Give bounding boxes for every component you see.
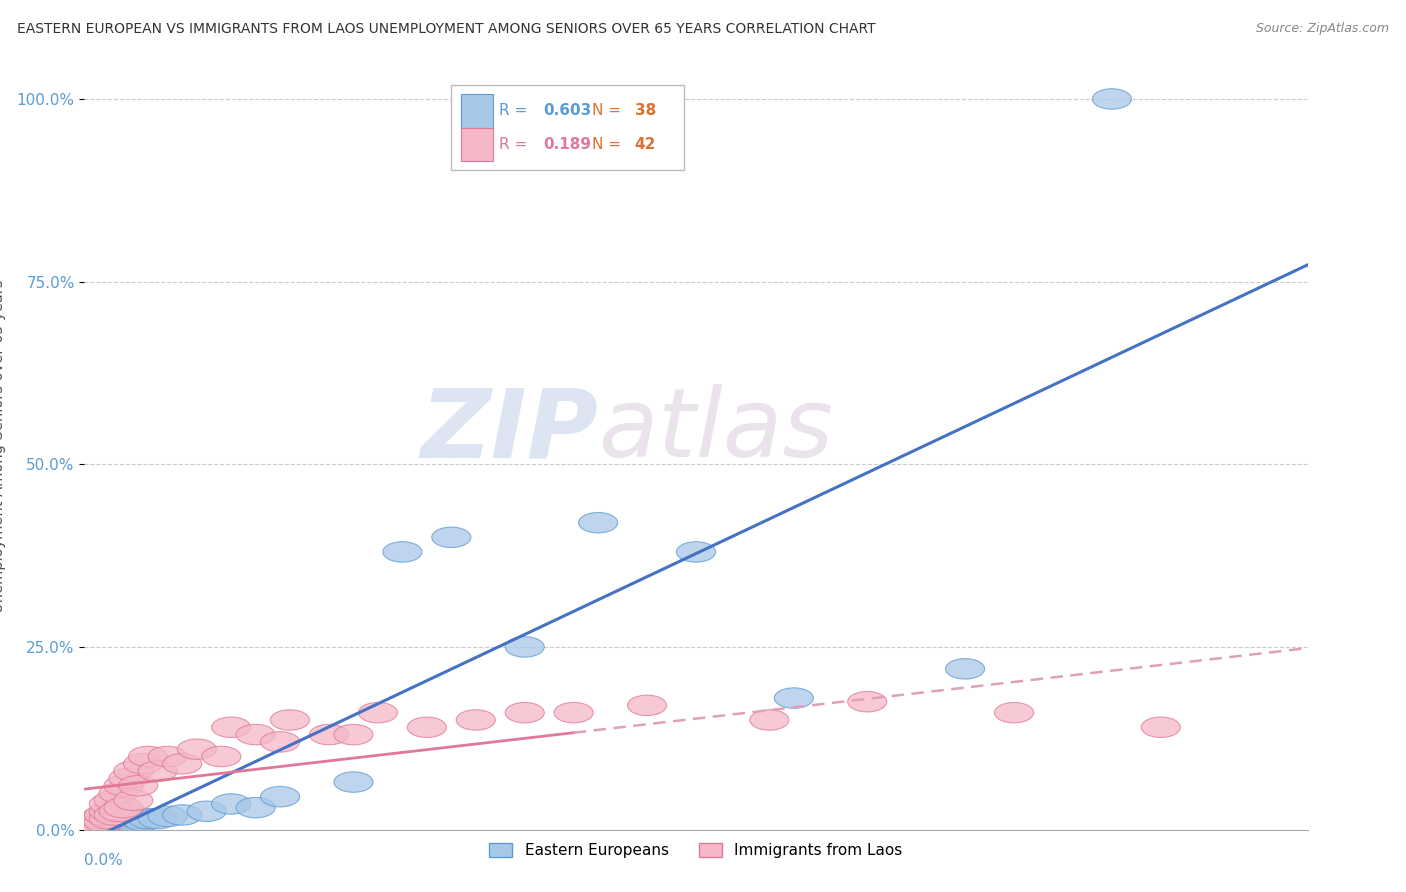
Ellipse shape (104, 812, 143, 832)
Ellipse shape (408, 717, 447, 738)
Ellipse shape (84, 805, 124, 825)
Ellipse shape (124, 754, 163, 774)
Ellipse shape (163, 805, 202, 825)
Ellipse shape (148, 806, 187, 827)
Ellipse shape (75, 815, 114, 836)
FancyBboxPatch shape (451, 86, 683, 169)
Ellipse shape (554, 702, 593, 723)
Ellipse shape (89, 808, 128, 829)
Ellipse shape (1142, 717, 1181, 738)
Ellipse shape (382, 541, 422, 562)
Ellipse shape (84, 812, 124, 832)
Ellipse shape (114, 761, 153, 781)
Ellipse shape (114, 790, 153, 811)
Text: 42: 42 (636, 137, 657, 152)
Ellipse shape (236, 797, 276, 818)
Ellipse shape (128, 808, 167, 829)
Text: 38: 38 (636, 103, 657, 119)
Ellipse shape (98, 783, 138, 804)
Ellipse shape (118, 775, 157, 796)
Ellipse shape (994, 702, 1033, 723)
Ellipse shape (104, 775, 143, 796)
Ellipse shape (104, 808, 143, 829)
Ellipse shape (749, 710, 789, 731)
Ellipse shape (98, 801, 138, 822)
Ellipse shape (456, 710, 495, 731)
Ellipse shape (177, 739, 217, 759)
Ellipse shape (80, 814, 118, 834)
Text: atlas: atlas (598, 384, 834, 477)
Ellipse shape (108, 814, 148, 834)
Ellipse shape (505, 702, 544, 723)
Ellipse shape (775, 688, 814, 708)
Ellipse shape (260, 731, 299, 752)
Text: R =: R = (499, 137, 527, 152)
Ellipse shape (89, 812, 128, 832)
Ellipse shape (128, 747, 167, 767)
Text: 0.0%: 0.0% (84, 853, 124, 868)
Ellipse shape (84, 815, 124, 836)
Ellipse shape (75, 815, 114, 836)
Text: ZIP: ZIP (420, 384, 598, 477)
Ellipse shape (138, 808, 177, 829)
Ellipse shape (94, 805, 134, 825)
Ellipse shape (309, 724, 349, 745)
Ellipse shape (211, 717, 250, 738)
Ellipse shape (333, 724, 373, 745)
Text: Source: ZipAtlas.com: Source: ZipAtlas.com (1256, 22, 1389, 36)
Legend: Eastern Europeans, Immigrants from Laos: Eastern Europeans, Immigrants from Laos (484, 837, 908, 864)
Ellipse shape (114, 812, 153, 832)
Y-axis label: Unemployment Among Seniors over 65 years: Unemployment Among Seniors over 65 years (0, 279, 6, 613)
Ellipse shape (163, 754, 202, 774)
Ellipse shape (98, 812, 138, 832)
Ellipse shape (94, 814, 134, 834)
FancyBboxPatch shape (461, 128, 494, 161)
Ellipse shape (89, 794, 128, 814)
Ellipse shape (202, 747, 240, 767)
Ellipse shape (89, 808, 128, 829)
Ellipse shape (80, 815, 118, 836)
Ellipse shape (98, 815, 138, 836)
Ellipse shape (578, 513, 617, 533)
Ellipse shape (124, 811, 163, 831)
Ellipse shape (676, 541, 716, 562)
Ellipse shape (333, 772, 373, 792)
Text: 0.189: 0.189 (543, 137, 591, 152)
Ellipse shape (98, 808, 138, 829)
Ellipse shape (236, 724, 276, 745)
Ellipse shape (80, 814, 118, 834)
Ellipse shape (94, 808, 134, 829)
Ellipse shape (260, 787, 299, 807)
Ellipse shape (432, 527, 471, 548)
Ellipse shape (505, 637, 544, 657)
Ellipse shape (108, 768, 148, 789)
Ellipse shape (1092, 88, 1132, 109)
Text: N =: N = (592, 137, 621, 152)
Ellipse shape (848, 691, 887, 712)
Text: EASTERN EUROPEAN VS IMMIGRANTS FROM LAOS UNEMPLOYMENT AMONG SENIORS OVER 65 YEAR: EASTERN EUROPEAN VS IMMIGRANTS FROM LAOS… (17, 22, 876, 37)
Ellipse shape (359, 702, 398, 723)
Ellipse shape (187, 801, 226, 822)
Text: R =: R = (499, 103, 527, 119)
Ellipse shape (104, 797, 143, 818)
Ellipse shape (80, 808, 118, 829)
Ellipse shape (89, 815, 128, 836)
Text: 0.603: 0.603 (543, 103, 592, 119)
Ellipse shape (211, 794, 250, 814)
Ellipse shape (270, 710, 309, 731)
Ellipse shape (148, 747, 187, 767)
Ellipse shape (108, 808, 148, 829)
Ellipse shape (118, 808, 157, 829)
Ellipse shape (84, 812, 124, 832)
Ellipse shape (94, 790, 134, 811)
Ellipse shape (114, 806, 153, 827)
FancyBboxPatch shape (461, 94, 494, 128)
Ellipse shape (138, 761, 177, 781)
Text: N =: N = (592, 103, 621, 119)
Ellipse shape (627, 695, 666, 715)
Ellipse shape (75, 812, 114, 832)
Ellipse shape (89, 801, 128, 822)
Ellipse shape (945, 658, 984, 679)
